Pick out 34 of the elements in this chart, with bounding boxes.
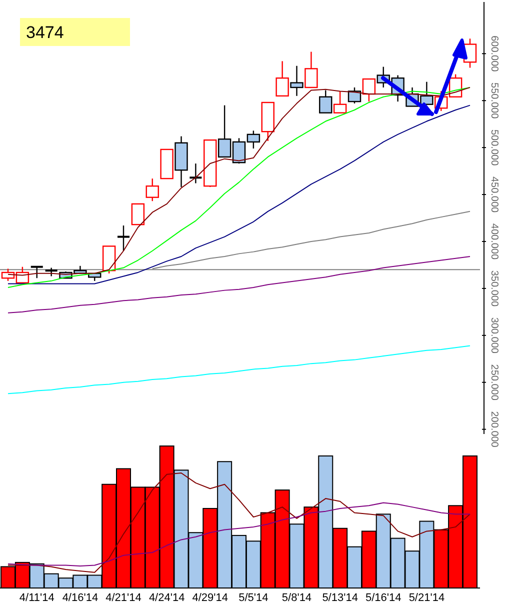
y-tick-label: 550.000: [488, 82, 500, 120]
candlestick: [30, 266, 44, 279]
x-tick-label: 5/16'14: [366, 592, 402, 604]
line-series: [8, 256, 470, 314]
y-tick-label: 400.000: [488, 223, 500, 260]
candlestick: [131, 203, 145, 226]
y-tick-label: 200.000: [488, 411, 500, 448]
x-tick-label: 5/21'14: [408, 592, 445, 604]
candlestick: [290, 65, 304, 97]
y-tick-label: 250.000: [488, 364, 500, 401]
x-tick-label: 4/21'14: [106, 592, 142, 604]
x-tick-label: 5/5'14: [238, 592, 268, 604]
candlestick: [116, 224, 130, 252]
x-tick-label: 5/13'14: [322, 592, 358, 604]
y-tick-label: 300.000: [488, 317, 500, 354]
line-series: [8, 345, 470, 394]
candlestick: [333, 90, 347, 114]
x-tick-label: 5/8'14: [282, 592, 312, 604]
candlestick: [319, 90, 332, 114]
y-tick-label: 350.000: [488, 270, 500, 307]
candlestick: [188, 162, 203, 184]
candlestick: [348, 86, 362, 104]
text: 3474: [26, 23, 64, 42]
y-tick-label: 500.000: [488, 129, 500, 166]
candlestick: [304, 51, 318, 88]
candlestick: [146, 178, 159, 202]
x-tick-label: 4/29'14: [192, 592, 228, 604]
x-tick-label: 4/16'14: [62, 592, 98, 604]
x-tick-label: 4/11'14: [19, 592, 54, 604]
x-tick-label: 4/24'14: [148, 592, 185, 604]
y-tick-label: 450.000: [488, 176, 500, 214]
y-tick-label: 600.000: [488, 36, 500, 72]
candlestick: [362, 78, 376, 102]
candlestick: [276, 60, 289, 97]
